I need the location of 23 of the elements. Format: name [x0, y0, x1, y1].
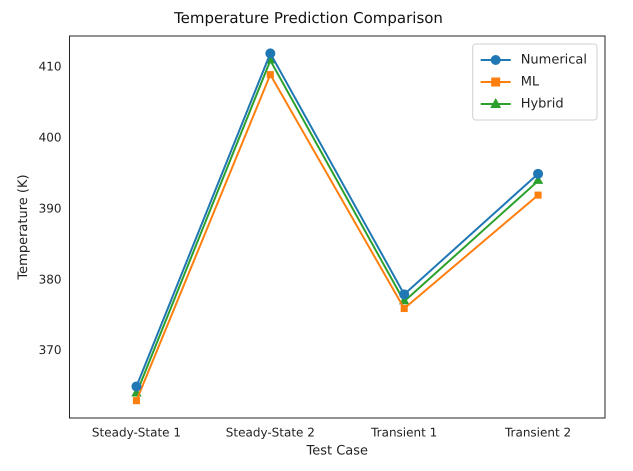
x-tick-label: Transient 1 [370, 425, 438, 440]
y-axis-title: Temperature (K) [16, 174, 32, 281]
point [534, 192, 542, 199]
point [266, 71, 274, 78]
x-tick-label: Steady-State 2 [226, 425, 315, 440]
point [399, 289, 410, 300]
point [265, 48, 276, 58]
y-tick-label: 400 [38, 130, 62, 145]
y-tick-label: 380 [38, 272, 62, 286]
y-tick-label: 390 [38, 201, 62, 216]
point [533, 168, 544, 179]
point [132, 397, 140, 404]
y-tick-label: 410 [38, 60, 62, 74]
x-tick-label: Steady-State 1 [92, 425, 181, 440]
x-tick-label: Transient 2 [504, 425, 572, 440]
y-tick-label: 370 [38, 343, 62, 358]
legend-label: Numerical [520, 52, 588, 68]
point [400, 304, 408, 312]
chart-title: Temperature Prediction Comparison [173, 8, 443, 27]
x-axis-title: Test Case [305, 444, 368, 459]
legend-label: Hybrid [520, 96, 564, 112]
legend-label: ML [520, 74, 540, 90]
point [131, 381, 142, 392]
